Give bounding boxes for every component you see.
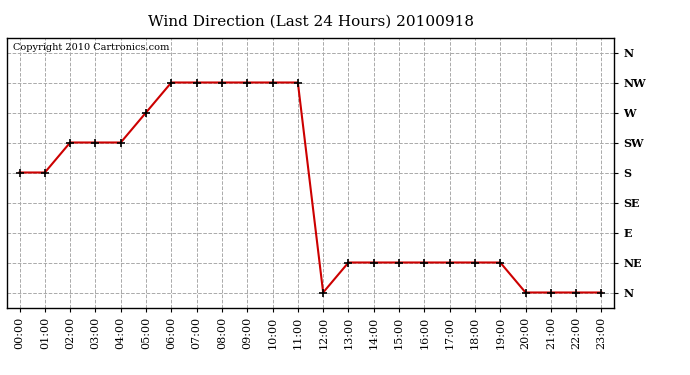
Point	[520, 290, 531, 296]
Text: Wind Direction (Last 24 Hours) 20100918: Wind Direction (Last 24 Hours) 20100918	[148, 15, 473, 29]
Point	[293, 80, 304, 86]
Point	[14, 170, 25, 176]
Point	[596, 290, 607, 296]
Point	[419, 260, 430, 266]
Point	[241, 80, 253, 86]
Point	[495, 260, 506, 266]
Text: Copyright 2010 Cartronics.com: Copyright 2010 Cartronics.com	[13, 43, 169, 52]
Point	[469, 260, 480, 266]
Point	[141, 110, 152, 116]
Point	[217, 80, 228, 86]
Point	[191, 80, 202, 86]
Point	[368, 260, 380, 266]
Point	[39, 170, 50, 176]
Point	[90, 140, 101, 146]
Point	[166, 80, 177, 86]
Point	[393, 260, 404, 266]
Point	[317, 290, 328, 296]
Point	[343, 260, 354, 266]
Point	[444, 260, 455, 266]
Point	[571, 290, 582, 296]
Point	[545, 290, 556, 296]
Point	[115, 140, 126, 146]
Point	[65, 140, 76, 146]
Point	[267, 80, 278, 86]
